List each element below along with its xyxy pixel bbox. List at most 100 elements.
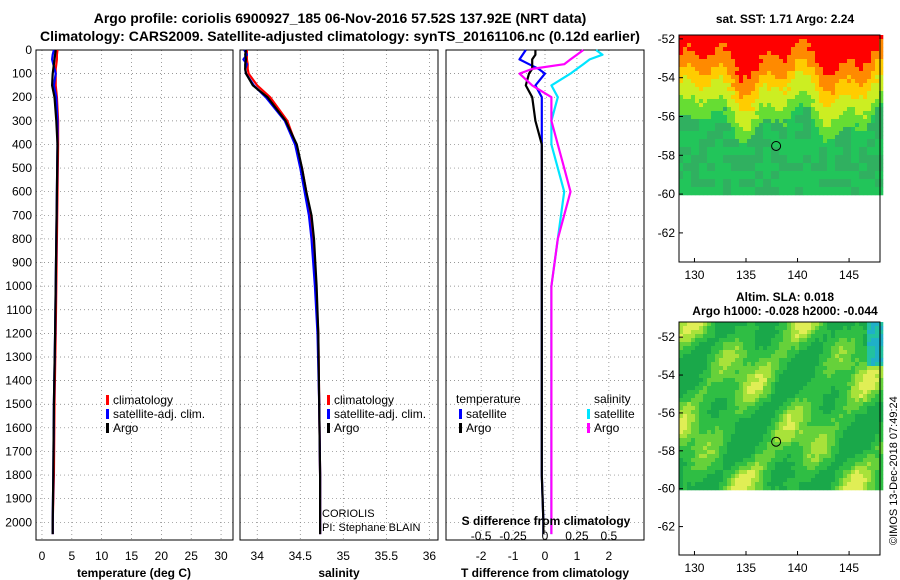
sla_map-cell <box>747 406 752 411</box>
sla_map-cell <box>867 382 872 387</box>
sst_map-cell <box>711 163 716 168</box>
sst_map-cell <box>719 123 724 128</box>
sst_map-cell <box>859 95 864 100</box>
sst_map-cell <box>699 179 704 184</box>
sst_map-cell <box>819 91 824 96</box>
sst_map-cell <box>731 51 736 56</box>
sla_map-cell <box>839 478 844 483</box>
sst_map-cell <box>747 71 752 76</box>
sla_map-cell <box>679 394 684 399</box>
sla_map-cell <box>759 478 764 483</box>
sst_map-cell <box>767 63 772 68</box>
sst_map-cell <box>811 75 816 80</box>
sla_map-cell <box>783 322 788 327</box>
sla_map-cell <box>835 350 840 355</box>
sla_map-cell <box>875 350 880 355</box>
sla_map-cell <box>743 354 748 359</box>
sst_map-cell <box>811 91 816 96</box>
sst_map-cell <box>815 135 820 140</box>
sst_map-cell <box>703 87 708 92</box>
sla_map-cell <box>775 398 780 403</box>
sla_map-cell <box>827 322 832 327</box>
sla_map-cell <box>811 462 816 467</box>
sla_map-cell <box>831 358 836 363</box>
sla_map-cell <box>715 370 720 375</box>
sst_map-cell <box>851 95 856 100</box>
sla_map-cell <box>875 450 880 455</box>
sst_map-cell <box>859 51 864 56</box>
sst_map-cell <box>851 39 856 44</box>
sla_map-cell <box>747 382 752 387</box>
sla_map-cell <box>835 418 840 423</box>
sla_map-cell <box>855 474 860 479</box>
sst_map-cell <box>711 79 716 84</box>
sst_map-cell <box>783 179 788 184</box>
sla_map-cell <box>679 418 684 423</box>
sla_map-cell <box>695 346 700 351</box>
sla_map-cell <box>803 390 808 395</box>
sst_map-cell <box>775 191 780 196</box>
sla_map-cell <box>843 430 848 435</box>
sla_map-cell <box>763 458 768 463</box>
sla_map-cell <box>679 338 684 343</box>
sst_map-cell <box>743 143 748 148</box>
sla_map-cell <box>823 418 828 423</box>
sst_map-cell <box>679 159 684 164</box>
sst_map-cell <box>799 191 804 196</box>
sla_map-cell <box>743 406 748 411</box>
sst_map-cell <box>735 179 740 184</box>
sst_map-cell <box>859 87 864 92</box>
sst_map-cell <box>823 175 828 180</box>
sla_map-cell <box>839 326 844 331</box>
sla_map-cell <box>863 326 868 331</box>
sla_map-cell <box>763 334 768 339</box>
sla_map-cell <box>851 486 856 491</box>
sla_map-cell <box>851 326 856 331</box>
sla_map-cell <box>819 350 824 355</box>
sst_map-cell <box>707 187 712 192</box>
sla_map-cell <box>819 410 824 415</box>
sla_map-cell <box>743 386 748 391</box>
sla_map-cell <box>823 390 828 395</box>
sla_map-cell <box>739 474 744 479</box>
sst_map-cell <box>719 115 724 120</box>
sst_map-cell <box>811 115 816 120</box>
sst_map-cell <box>731 47 736 52</box>
sla_map-cell <box>703 374 708 379</box>
sst_map-cell <box>783 167 788 172</box>
sst_map-cell <box>811 95 816 100</box>
sla_map-cell <box>683 334 688 339</box>
sla_map-cell <box>815 434 820 439</box>
depth-tick-label: 1300 <box>5 350 32 364</box>
sst_map-cell <box>839 87 844 92</box>
sla_map-cell <box>831 478 836 483</box>
sla_map-cell <box>831 382 836 387</box>
sla_map-cell <box>715 442 720 447</box>
sst_map-cell <box>871 155 876 160</box>
sla_map-cell <box>715 398 720 403</box>
sst_map-cell <box>803 179 808 184</box>
difference-legend-title-salinity: salinity <box>594 392 631 406</box>
sst_map-cell <box>835 187 840 192</box>
sst_map-cell <box>719 191 724 196</box>
sla_map-cell <box>707 446 712 451</box>
sst_map-cell <box>703 119 708 124</box>
sla_map-cell <box>799 486 804 491</box>
sst_map-cell <box>731 83 736 88</box>
sla_map-cell <box>819 474 824 479</box>
sla_map-cell <box>751 422 756 427</box>
sst_map-cell <box>799 111 804 116</box>
sla_map-cell <box>759 362 764 367</box>
sla_map-cell <box>699 394 704 399</box>
sst_map-cell <box>739 151 744 156</box>
sla_map-cell <box>699 434 704 439</box>
sst_map-cell <box>739 179 744 184</box>
sst_map-cell <box>787 47 792 52</box>
sla_map-cell <box>843 458 848 463</box>
sst_map-cell <box>715 95 720 100</box>
sla_map-cell <box>707 382 712 387</box>
sla_map-cell <box>707 330 712 335</box>
sla_map-cell <box>847 438 852 443</box>
sla_map-cell <box>707 466 712 471</box>
sla_map-cell <box>831 442 836 447</box>
